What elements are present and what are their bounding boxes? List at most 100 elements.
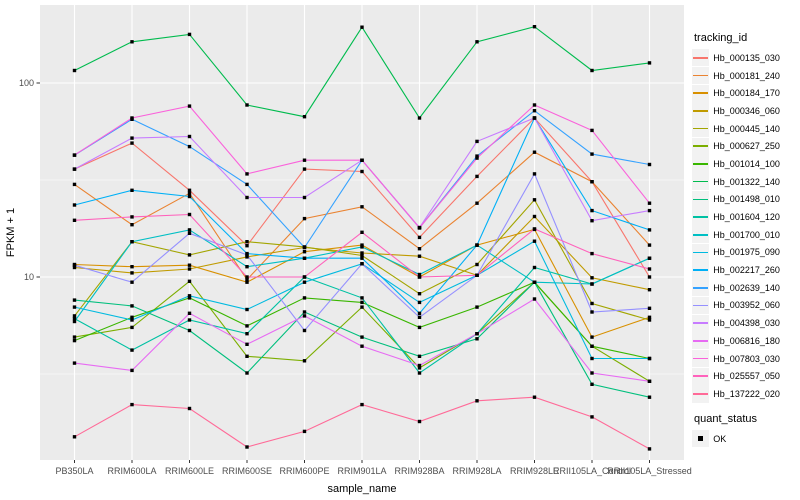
data-point	[475, 139, 479, 144]
data-point	[302, 314, 307, 318]
legend-key-line-icon	[693, 216, 709, 218]
data-point	[245, 332, 249, 336]
data-point	[590, 344, 594, 348]
data-point	[417, 300, 422, 305]
data-point	[72, 305, 77, 309]
legend-item: Hb_001014_100	[692, 155, 798, 173]
legend-item-label: Hb_002217_260	[713, 265, 780, 276]
legend-key-line-icon	[693, 180, 709, 183]
data-point	[590, 208, 594, 213]
data-point	[245, 342, 249, 346]
data-point	[360, 296, 364, 300]
data-point	[245, 182, 249, 187]
legend-item-label: Hb_001498_010	[713, 194, 780, 205]
data-point	[130, 188, 134, 192]
data-point	[417, 354, 422, 358]
data-point	[417, 325, 422, 330]
legend-title-tracking-id: tracking_id	[694, 32, 748, 44]
legend-item: Hb_001975_090	[692, 243, 798, 262]
data-point	[130, 40, 134, 44]
data-point	[72, 435, 77, 439]
data-point	[360, 256, 364, 260]
x-tick-label: RRIM928LA	[452, 466, 501, 476]
data-point	[590, 301, 594, 306]
legend-item: Hb_025557_050	[692, 367, 798, 385]
legend-key-swatch	[692, 385, 710, 403]
legend-item-label: Hb_000181_240	[713, 70, 780, 81]
data-point	[245, 103, 249, 107]
legend-key-swatch	[692, 332, 710, 350]
x-tick-label: RRIM901LA	[337, 466, 386, 476]
data-point	[360, 262, 364, 266]
legend-key-line-icon	[693, 110, 709, 112]
legend-key-line-icon	[693, 269, 709, 271]
data-point	[475, 262, 479, 267]
data-point	[245, 275, 249, 279]
data-point	[360, 335, 364, 339]
legend-item-label: Hb_003952_060	[713, 300, 780, 311]
legend-item: Hb_001498_010	[692, 190, 798, 209]
data-point	[417, 363, 422, 368]
data-point	[532, 25, 537, 29]
data-point	[360, 243, 364, 247]
data-point	[72, 203, 77, 207]
data-point	[532, 265, 537, 270]
data-point	[360, 205, 364, 209]
legend-item-label: Hb_137222_020	[713, 388, 780, 399]
legend-item: Hb_000181_240	[692, 66, 798, 85]
data-point	[245, 371, 249, 375]
data-point	[130, 304, 134, 308]
data-point	[302, 296, 307, 300]
data-point	[647, 162, 652, 167]
data-point	[417, 275, 422, 279]
data-point	[72, 298, 77, 302]
data-point	[475, 40, 479, 44]
data-point	[532, 297, 537, 301]
data-point	[647, 267, 652, 271]
legend-key-swatch	[692, 84, 710, 102]
data-point	[72, 338, 77, 343]
data-point	[130, 325, 134, 330]
legend-key-line-icon	[693, 340, 709, 342]
data-point	[130, 271, 134, 275]
data-point	[187, 134, 192, 139]
data-point	[72, 218, 77, 222]
legend-key-swatch	[692, 66, 710, 85]
legend2-items: OK	[692, 429, 798, 448]
data-point	[475, 399, 479, 403]
legend-key-line-icon	[693, 74, 709, 77]
data-point	[72, 265, 77, 270]
data-point	[475, 337, 479, 341]
legend-title-quant-status: quant_status	[694, 412, 757, 425]
data-point	[475, 332, 479, 336]
x-tick-label: RRIM600SE	[222, 466, 272, 476]
data-point	[475, 305, 479, 309]
legend-key-swatch	[692, 314, 710, 332]
data-point	[302, 216, 307, 221]
legend-item: Hb_001604_120	[692, 208, 798, 226]
legend-item-quant-status: OK	[692, 429, 798, 448]
legend-item: Hb_000135_030	[692, 49, 798, 67]
legend-item: Hb_006816_180	[692, 332, 798, 350]
legend-key-line-icon	[693, 163, 709, 165]
data-point	[590, 382, 594, 386]
data-point	[302, 359, 307, 363]
data-point	[130, 223, 134, 227]
data-point	[245, 195, 249, 200]
data-point	[72, 314, 77, 318]
data-point	[245, 255, 249, 259]
legend-key-line-icon	[693, 92, 709, 94]
legend-key-swatch	[692, 155, 710, 173]
x-tick-label: RRIM928BA	[394, 466, 444, 476]
legend-key-line-icon	[693, 357, 709, 360]
data-point	[532, 109, 537, 113]
legend-key-swatch	[692, 173, 710, 191]
data-point	[647, 208, 652, 213]
data-point	[130, 141, 134, 145]
data-point	[417, 116, 422, 120]
legend-item-label: Hb_025557_050	[713, 371, 780, 382]
x-tick-label: RRIM600LE	[165, 466, 214, 476]
data-point	[187, 311, 192, 315]
data-point	[245, 253, 249, 257]
